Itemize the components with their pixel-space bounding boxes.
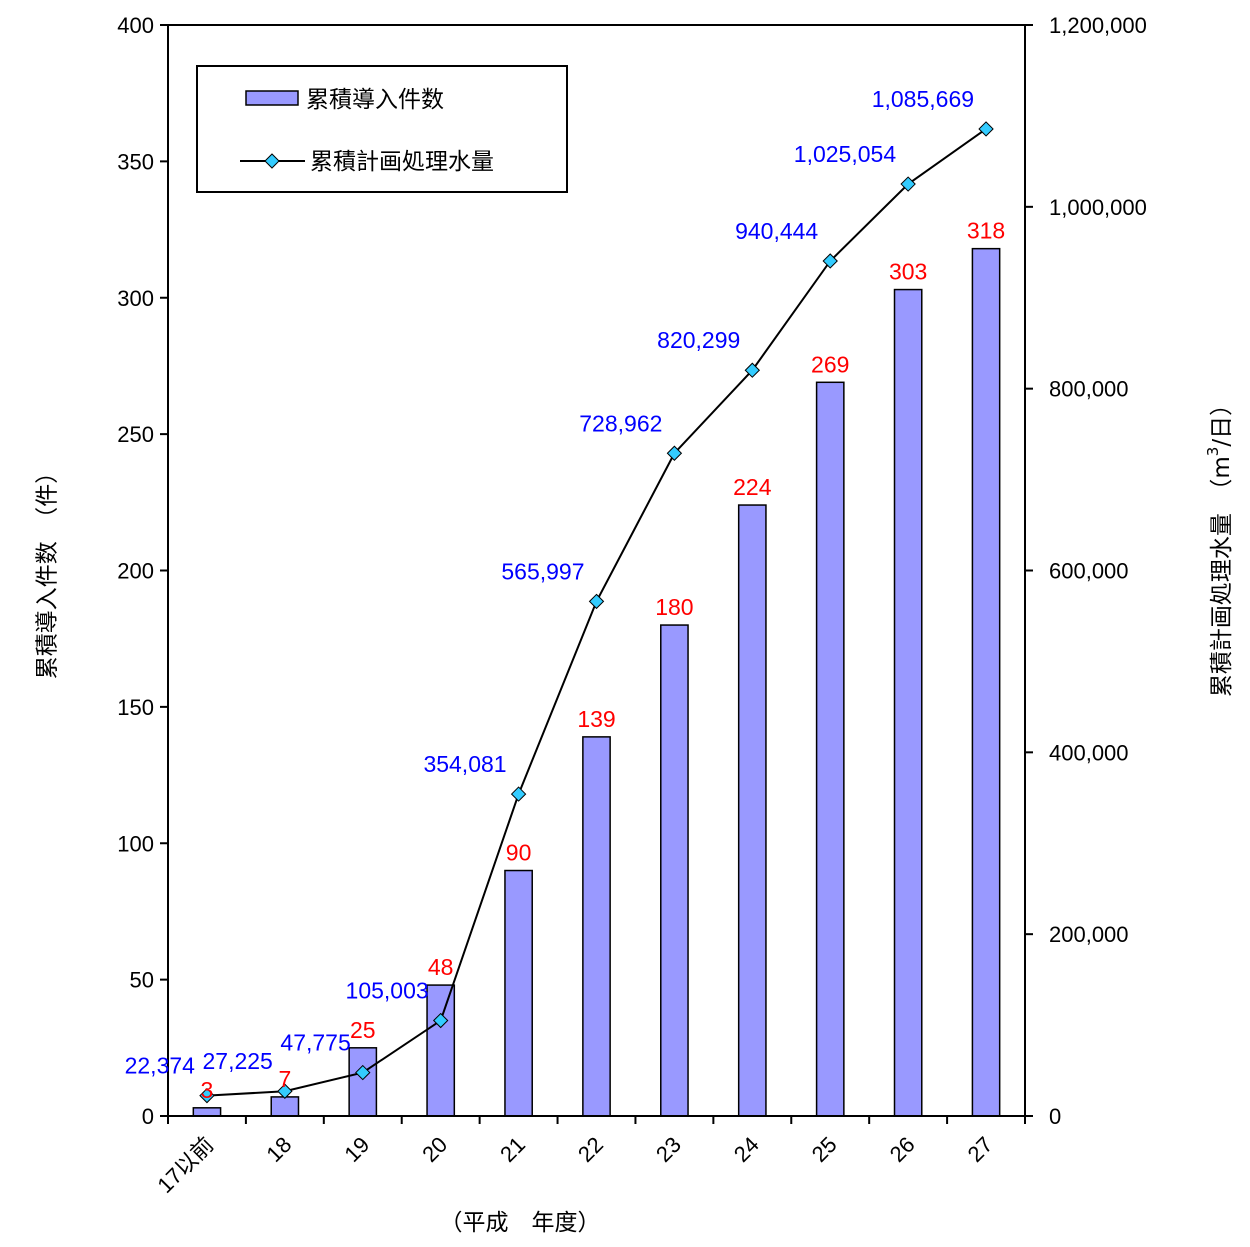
- line-value-label: 1,085,669: [872, 86, 974, 112]
- data-labels: 3 7 25 48 90 139 180 224 269 303 318 22,374 27,225 47…: [125, 86, 1006, 1103]
- line-value-label: 27,225: [203, 1048, 273, 1074]
- bar-value-label: 25: [350, 1017, 376, 1043]
- line-point-marker: [822, 253, 838, 269]
- bar-value-label: 269: [811, 351, 849, 377]
- bar: [270, 1096, 300, 1117]
- bar: [815, 381, 845, 1117]
- bar: [348, 1047, 378, 1117]
- legend-marker-icon: [264, 153, 280, 169]
- line-value-label: 47,775: [280, 1030, 350, 1056]
- bar-value-label: 303: [889, 259, 927, 285]
- legend-box: [196, 65, 568, 193]
- line-point-marker: [744, 362, 761, 378]
- left-tick-label: 150: [117, 695, 154, 720]
- line-layer: [199, 121, 994, 1104]
- right-tick-label: 1,000,000: [1049, 195, 1147, 220]
- right-axis-title: 累積計画処理水量 （m3/日）: [1204, 393, 1235, 697]
- right-tick-label: 600,000: [1049, 559, 1129, 584]
- legend-bar-swatch: [245, 90, 299, 106]
- line-value-label: 22,374: [125, 1053, 196, 1079]
- bar-value-label: 90: [506, 840, 532, 866]
- bar-value-label: 139: [577, 706, 615, 732]
- bar-value-label: 180: [655, 594, 693, 620]
- bar: [582, 736, 611, 1117]
- x-axis-title: （平成 年度）: [440, 1210, 601, 1236]
- line-value-label: 820,299: [657, 327, 740, 353]
- line-value-label: 105,003: [346, 978, 429, 1004]
- line-value-label: 354,081: [423, 751, 506, 777]
- line-value-label: 1,025,054: [794, 141, 897, 167]
- bar: [192, 1107, 222, 1117]
- line-point-marker: [900, 176, 916, 192]
- right-tick-label: 800,000: [1049, 377, 1129, 402]
- bar-value-label: 318: [967, 218, 1005, 244]
- bar: [737, 504, 767, 1117]
- bar-value-label: 7: [278, 1066, 291, 1092]
- line-value-label: 728,962: [579, 410, 662, 436]
- left-axis-title: 累積導入件数 （件）: [35, 461, 61, 680]
- legend-label-line: 累積計画処理水量: [310, 149, 494, 175]
- right-tick-label: 200,000: [1049, 922, 1129, 947]
- left-tick-label: 300: [117, 286, 154, 311]
- right-tick-label: 400,000: [1049, 740, 1129, 765]
- bar: [504, 869, 533, 1117]
- line-point-marker: [355, 1064, 371, 1081]
- bar: [660, 624, 689, 1117]
- left-tick-label: 50: [130, 968, 154, 993]
- bar-value-label: 48: [428, 954, 454, 980]
- left-tick-label: 100: [117, 831, 154, 856]
- right-tick-label: 1,200,000: [1049, 13, 1147, 38]
- line-point-marker: [277, 1083, 293, 1099]
- bar-value-label: 224: [733, 474, 772, 500]
- right-tick-label: 0: [1049, 1104, 1061, 1129]
- bar-value-label: 3: [201, 1077, 214, 1103]
- line-point-marker: [510, 786, 527, 802]
- line-point-marker: [588, 593, 605, 610]
- line-point-marker: [978, 121, 994, 137]
- left-tick-label: 400: [117, 13, 154, 38]
- line-point-marker: [199, 1087, 215, 1104]
- bar: [893, 288, 923, 1117]
- left-axis: 0 50 100 150 200 250 300 350 400: [117, 13, 168, 1129]
- line-point-marker: [666, 445, 683, 461]
- line-point-marker: [432, 1012, 449, 1029]
- bar: [426, 984, 456, 1117]
- left-tick-label: 350: [117, 149, 154, 174]
- legend: 累積導入件数 累積計画処理水量: [196, 65, 568, 193]
- line-value-label: 565,997: [501, 558, 584, 584]
- right-axis: 0 200,000 400,000 600,000 800,000 1,000,000 1,…: [1025, 13, 1147, 1129]
- line-value-label: 940,444: [735, 218, 818, 244]
- left-tick-label: 0: [142, 1104, 154, 1129]
- legend-label-bars: 累積導入件数: [306, 87, 444, 113]
- left-tick-label: 200: [117, 559, 154, 584]
- left-tick-label: 250: [117, 422, 154, 447]
- bar: [971, 247, 1001, 1117]
